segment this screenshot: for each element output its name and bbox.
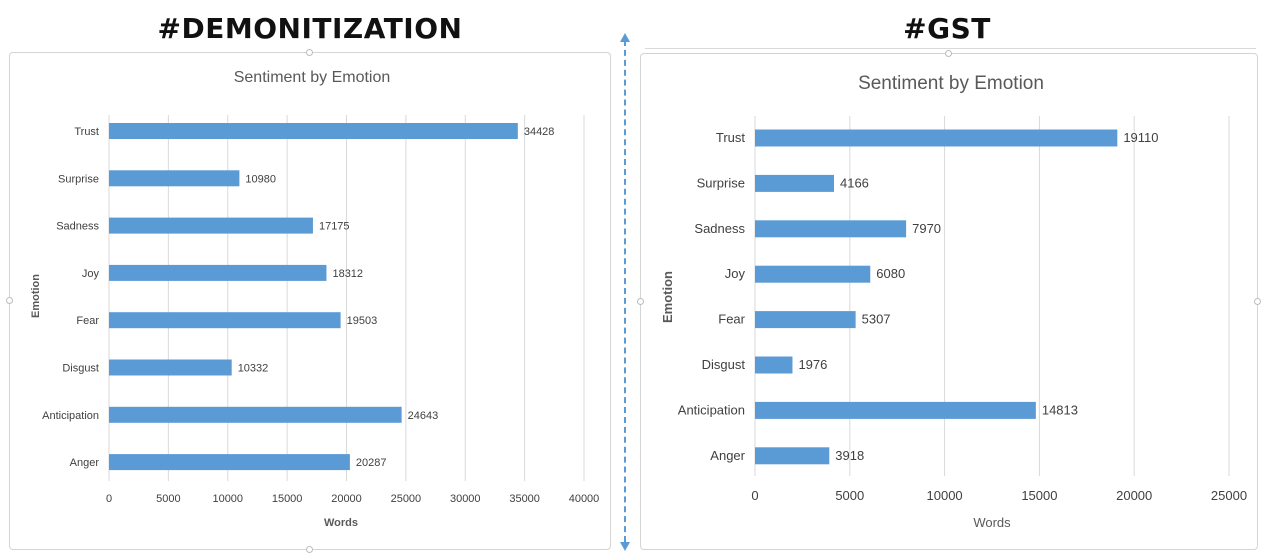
header-rule [645, 48, 1256, 49]
bar-anger [109, 454, 350, 471]
category-label: Surprise [58, 173, 99, 185]
demonetization-heading: #DEMONITIZATION [157, 12, 463, 45]
category-label: Anticipation [42, 410, 99, 422]
x-tick-label: 30000 [450, 493, 481, 505]
x-tick-label: 35000 [509, 493, 540, 505]
data-label: 6080 [876, 266, 905, 281]
data-label: 10980 [245, 173, 276, 185]
data-label: 1976 [798, 357, 827, 372]
x-tick-label: 0 [106, 493, 112, 505]
category-label: Anticipation [678, 402, 745, 417]
y-axis-label: Emotion [30, 274, 42, 318]
x-tick-label: 25000 [1211, 488, 1247, 503]
x-axis-label: Words [973, 515, 1011, 530]
category-label: Disgust [702, 357, 746, 372]
category-label: Disgust [62, 363, 99, 375]
bar-anticipation [755, 401, 1036, 419]
bar-anger [755, 447, 830, 465]
category-label: Anger [70, 457, 100, 469]
x-tick-label: 15000 [1021, 488, 1057, 503]
category-label: Trust [74, 126, 99, 138]
arrow-down-icon [620, 542, 630, 551]
x-tick-label: 15000 [272, 493, 303, 505]
gst-chart-panel[interactable]: Sentiment by Emotion Trust Surprise Sadnes… [637, 50, 1261, 550]
x-tick-label: 5000 [156, 493, 180, 505]
category-label: Sadness [56, 221, 99, 233]
gst-bar-chart: Sentiment by Emotion Trust Surprise Sadnes… [660, 73, 1247, 530]
chart-title: Sentiment by Emotion [858, 73, 1044, 94]
data-label: 20287 [356, 457, 387, 469]
data-label: 3918 [835, 448, 864, 463]
data-label: 19110 [1123, 130, 1158, 145]
data-label: 24643 [408, 410, 439, 422]
bar-surprise [755, 174, 834, 192]
x-tick-label: 10000 [212, 493, 243, 505]
resize-handle-icon[interactable] [637, 298, 644, 305]
category-label: Trust [716, 130, 746, 145]
bar-sadness [109, 217, 313, 234]
data-label: 34428 [524, 126, 555, 138]
bar-fear [755, 311, 856, 329]
data-label: 19503 [347, 315, 378, 327]
resize-handle-icon[interactable] [1254, 298, 1261, 305]
bar-joy [109, 264, 327, 281]
x-tick-label: 25000 [391, 493, 422, 505]
bar-surprise [109, 170, 240, 187]
data-label: 10332 [238, 363, 269, 375]
arrow-up-icon [620, 33, 630, 42]
resize-handle-icon[interactable] [306, 49, 313, 56]
chart-title: Sentiment by Emotion [234, 69, 391, 86]
category-label: Fear [76, 315, 99, 327]
data-label: 5307 [862, 312, 891, 327]
category-label: Anger [710, 448, 745, 463]
resize-handle-icon[interactable] [6, 297, 13, 304]
category-label: Joy [82, 268, 100, 280]
demonetization-bar-chart: Sentiment by Emotion Trust Surprise Sadnes… [30, 69, 600, 529]
bar-disgust [109, 359, 232, 376]
x-tick-label: 20000 [331, 493, 362, 505]
x-axis-label: Words [324, 517, 358, 529]
bar-fear [109, 312, 341, 329]
x-tick-label: 0 [751, 488, 758, 503]
x-tick-label: 20000 [1116, 488, 1152, 503]
x-tick-label: 5000 [835, 488, 864, 503]
data-label: 18312 [332, 268, 363, 280]
x-tick-label: 10000 [927, 488, 963, 503]
data-label: 14813 [1042, 402, 1078, 417]
y-axis-label: Emotion [660, 271, 675, 323]
data-label: 4166 [840, 175, 869, 190]
data-label: 17175 [319, 221, 350, 233]
bar-trust [755, 129, 1118, 147]
category-label: Fear [718, 312, 745, 327]
demonetization-chart-panel[interactable]: Sentiment by Emotion Trust Surprise Sadnes… [6, 49, 611, 553]
category-label: Sadness [694, 221, 745, 236]
resize-handle-icon[interactable] [945, 50, 952, 57]
x-tick-label: 40000 [569, 493, 600, 505]
bar-sadness [755, 220, 907, 238]
bar-disgust [755, 356, 793, 374]
bar-trust [109, 123, 518, 139]
bar-joy [755, 265, 871, 283]
gst-heading: #GST [903, 12, 991, 45]
category-label: Joy [725, 266, 746, 281]
bar-anticipation [109, 406, 402, 423]
data-label: 7970 [912, 221, 941, 236]
category-label: Surprise [697, 175, 745, 190]
divider-line [624, 40, 626, 542]
